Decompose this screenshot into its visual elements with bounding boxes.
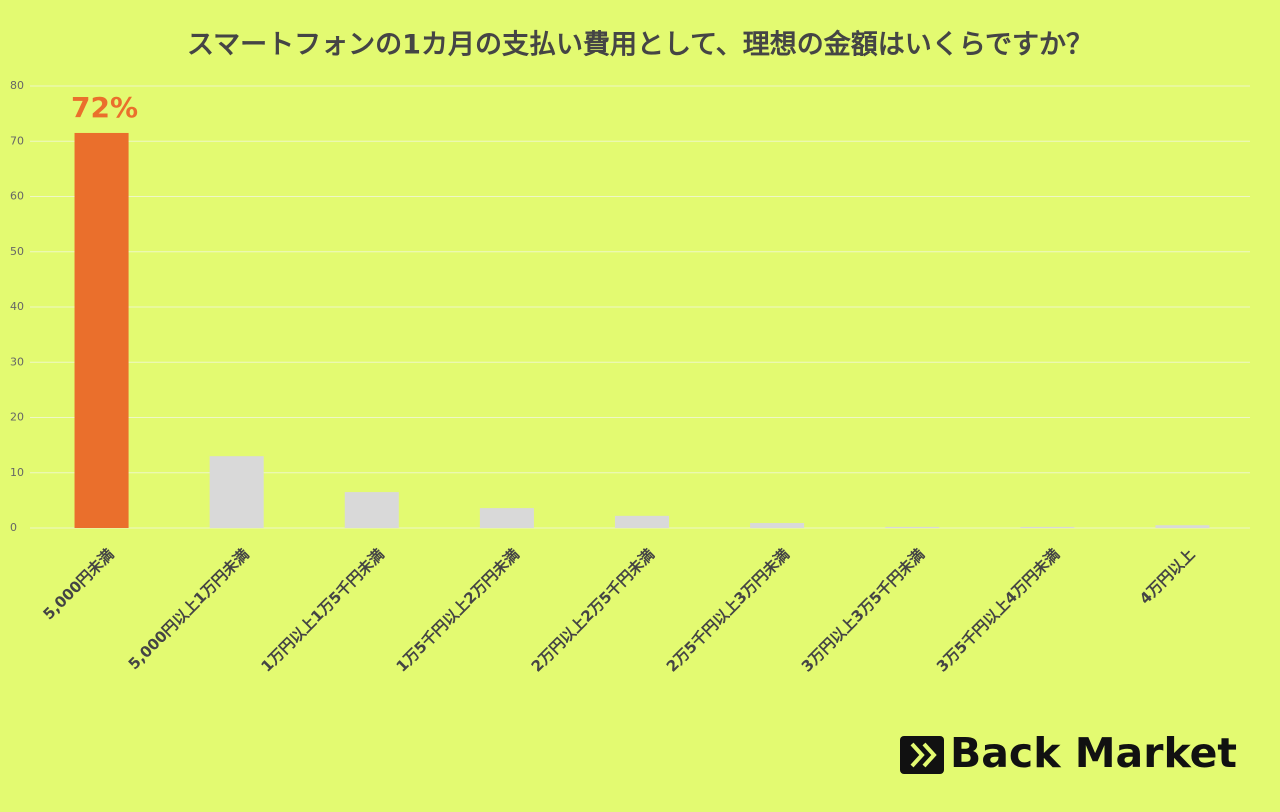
- y-tick-label: 20: [10, 411, 24, 424]
- bar: [614, 515, 670, 528]
- bar: [885, 526, 940, 528]
- y-tick-label: 10: [10, 466, 24, 479]
- y-tick-label: 50: [10, 245, 24, 258]
- logo-chevrons: [910, 742, 937, 768]
- brand-logo: Back Market: [900, 729, 1237, 777]
- bar: [74, 132, 129, 528]
- y-tick-label: 30: [10, 355, 24, 368]
- brand-name: Back Market: [950, 729, 1237, 777]
- bar: [1020, 526, 1075, 528]
- y-tick-label: 0: [10, 521, 17, 534]
- bar: [209, 456, 264, 528]
- bar: [344, 492, 399, 528]
- y-tick-label: 70: [10, 134, 24, 147]
- y-tick-label: 40: [10, 300, 24, 313]
- bar: [479, 508, 534, 528]
- data-label: 72%: [71, 91, 138, 124]
- bar: [1155, 525, 1210, 528]
- bar: [750, 523, 805, 528]
- y-tick-label: 80: [10, 79, 24, 92]
- chart-title: スマートフォンの1カ月の支払い費用として、理想の金額はいくらですか？: [187, 29, 1093, 61]
- y-tick-label: 60: [10, 190, 24, 203]
